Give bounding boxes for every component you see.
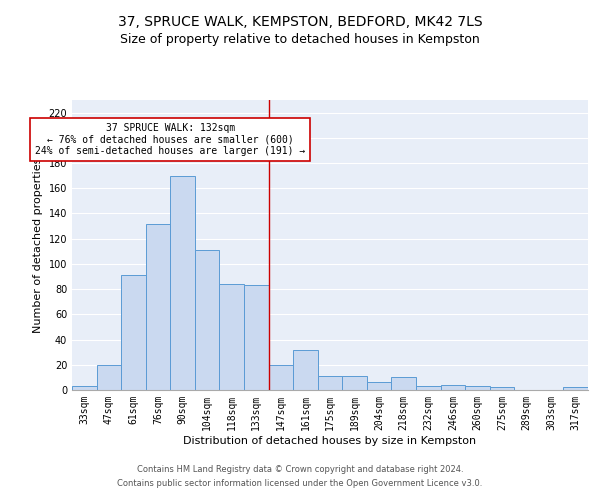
Y-axis label: Number of detached properties: Number of detached properties [33, 158, 43, 332]
Bar [342, 376, 367, 390]
X-axis label: Distribution of detached houses by size in Kempston: Distribution of detached houses by size … [184, 436, 476, 446]
Bar [318, 376, 342, 390]
Bar [244, 286, 269, 390]
Bar [220, 284, 244, 390]
Bar [391, 378, 416, 390]
Text: Size of property relative to detached houses in Kempston: Size of property relative to detached ho… [120, 32, 480, 46]
Bar [293, 350, 318, 390]
Bar [367, 382, 391, 390]
Bar [121, 276, 146, 390]
Text: 37 SPRUCE WALK: 132sqm
← 76% of detached houses are smaller (600)
24% of semi-de: 37 SPRUCE WALK: 132sqm ← 76% of detached… [35, 122, 305, 156]
Bar [97, 365, 121, 390]
Text: 37, SPRUCE WALK, KEMPSTON, BEDFORD, MK42 7LS: 37, SPRUCE WALK, KEMPSTON, BEDFORD, MK42… [118, 15, 482, 29]
Bar [170, 176, 195, 390]
Bar [72, 386, 97, 390]
Bar [563, 388, 588, 390]
Bar [440, 385, 465, 390]
Bar [465, 386, 490, 390]
Bar [146, 224, 170, 390]
Bar [490, 388, 514, 390]
Bar [416, 386, 440, 390]
Bar [269, 365, 293, 390]
Bar [195, 250, 220, 390]
Text: Contains HM Land Registry data © Crown copyright and database right 2024.
Contai: Contains HM Land Registry data © Crown c… [118, 466, 482, 487]
